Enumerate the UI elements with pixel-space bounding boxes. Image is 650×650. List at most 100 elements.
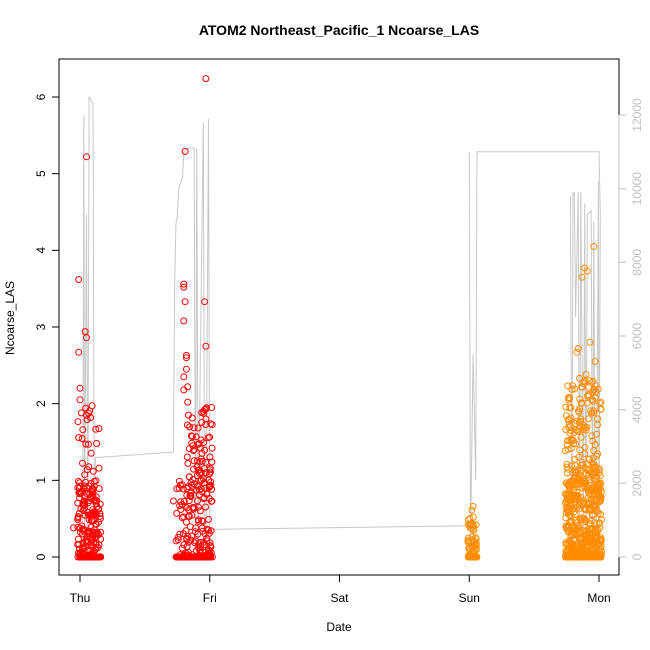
data-point	[590, 447, 598, 455]
data-point	[596, 465, 604, 473]
data-point	[92, 497, 100, 505]
data-point	[562, 522, 570, 530]
data-point	[206, 550, 214, 558]
data-point	[576, 374, 583, 382]
data-point	[595, 519, 603, 527]
data-point	[208, 444, 216, 452]
data-point	[202, 342, 210, 350]
data-point	[76, 524, 84, 532]
data-point	[572, 420, 579, 427]
data-point	[206, 464, 214, 472]
data-point	[562, 514, 570, 522]
data-point	[564, 527, 572, 535]
data-point	[583, 267, 591, 275]
data-point	[200, 407, 208, 415]
data-point	[183, 485, 191, 492]
data-point	[467, 538, 475, 546]
data-point	[590, 468, 598, 476]
data-point	[574, 518, 582, 526]
data-point	[588, 536, 596, 544]
data-point	[561, 490, 569, 498]
data-point	[567, 538, 574, 545]
plot-frame	[58, 58, 620, 576]
data-point	[172, 537, 180, 545]
data-point	[574, 492, 582, 500]
data-point	[197, 477, 204, 485]
data-point	[564, 382, 572, 390]
data-point	[182, 351, 190, 359]
data-point	[83, 537, 91, 545]
data-point	[582, 506, 590, 514]
data-point	[201, 298, 209, 306]
data-point	[569, 469, 577, 477]
data-point	[81, 553, 89, 561]
data-point	[182, 518, 190, 526]
data-point	[202, 75, 210, 83]
data-point	[178, 514, 186, 522]
data-point	[589, 454, 597, 462]
data-point	[202, 405, 210, 413]
data-point	[574, 345, 582, 352]
y2-tick-label: 6000	[630, 322, 644, 349]
data-point	[597, 398, 605, 406]
data-point	[85, 463, 93, 471]
data-point	[587, 486, 595, 494]
data-point	[567, 542, 575, 550]
data-point	[180, 317, 188, 325]
data-point	[75, 545, 83, 553]
data-point	[185, 506, 193, 514]
data-point	[205, 547, 213, 554]
data-point	[92, 499, 100, 507]
data-point	[573, 348, 581, 356]
data-point	[588, 512, 596, 520]
data-point	[195, 503, 202, 511]
data-point	[566, 422, 574, 430]
data-point	[591, 358, 599, 365]
data-point	[79, 459, 86, 467]
axes-layer: Thu Fri Sat Sun Mon 0 1 2 3 4 5 6 0 2000 4000 6000 8000 1…	[34, 93, 644, 605]
data-point	[595, 480, 603, 488]
data-point	[207, 468, 214, 476]
data-point	[582, 549, 590, 557]
data-point	[180, 373, 188, 381]
data-point	[469, 513, 477, 521]
data-point	[586, 338, 594, 346]
y-tick-label: 5	[34, 170, 48, 177]
data-point	[92, 425, 100, 433]
data-point	[96, 512, 104, 520]
y2-tick-label: 10000	[630, 172, 644, 206]
data-point	[565, 396, 573, 404]
data-point	[193, 497, 201, 505]
y2-tick-label: 12000	[630, 98, 644, 132]
data-point	[596, 400, 604, 407]
data-point	[198, 488, 206, 496]
data-point	[185, 445, 193, 453]
data-point	[86, 511, 94, 519]
data-point	[176, 530, 184, 538]
data-point	[578, 383, 586, 391]
data-point	[180, 280, 188, 288]
data-point	[569, 382, 577, 390]
x-tick-label: Fri	[203, 591, 217, 605]
data-point	[208, 458, 216, 466]
y2-tick-label: 0	[630, 553, 644, 560]
data-point	[190, 457, 198, 465]
data-point	[200, 541, 208, 549]
data-point	[184, 459, 192, 467]
data-point	[194, 516, 202, 524]
data-point	[70, 524, 77, 532]
data-point	[197, 485, 205, 493]
data-point	[589, 461, 597, 469]
data-point	[75, 434, 83, 442]
data-point	[582, 371, 590, 378]
y-tick-label: 2	[34, 400, 48, 407]
data-point	[188, 414, 196, 422]
data-point	[562, 412, 570, 420]
data-point	[89, 528, 97, 536]
data-point	[183, 504, 191, 512]
data-point	[578, 459, 586, 466]
data-point	[589, 377, 597, 385]
data-point	[594, 421, 602, 429]
data-point	[566, 395, 573, 402]
data-point	[578, 273, 586, 281]
